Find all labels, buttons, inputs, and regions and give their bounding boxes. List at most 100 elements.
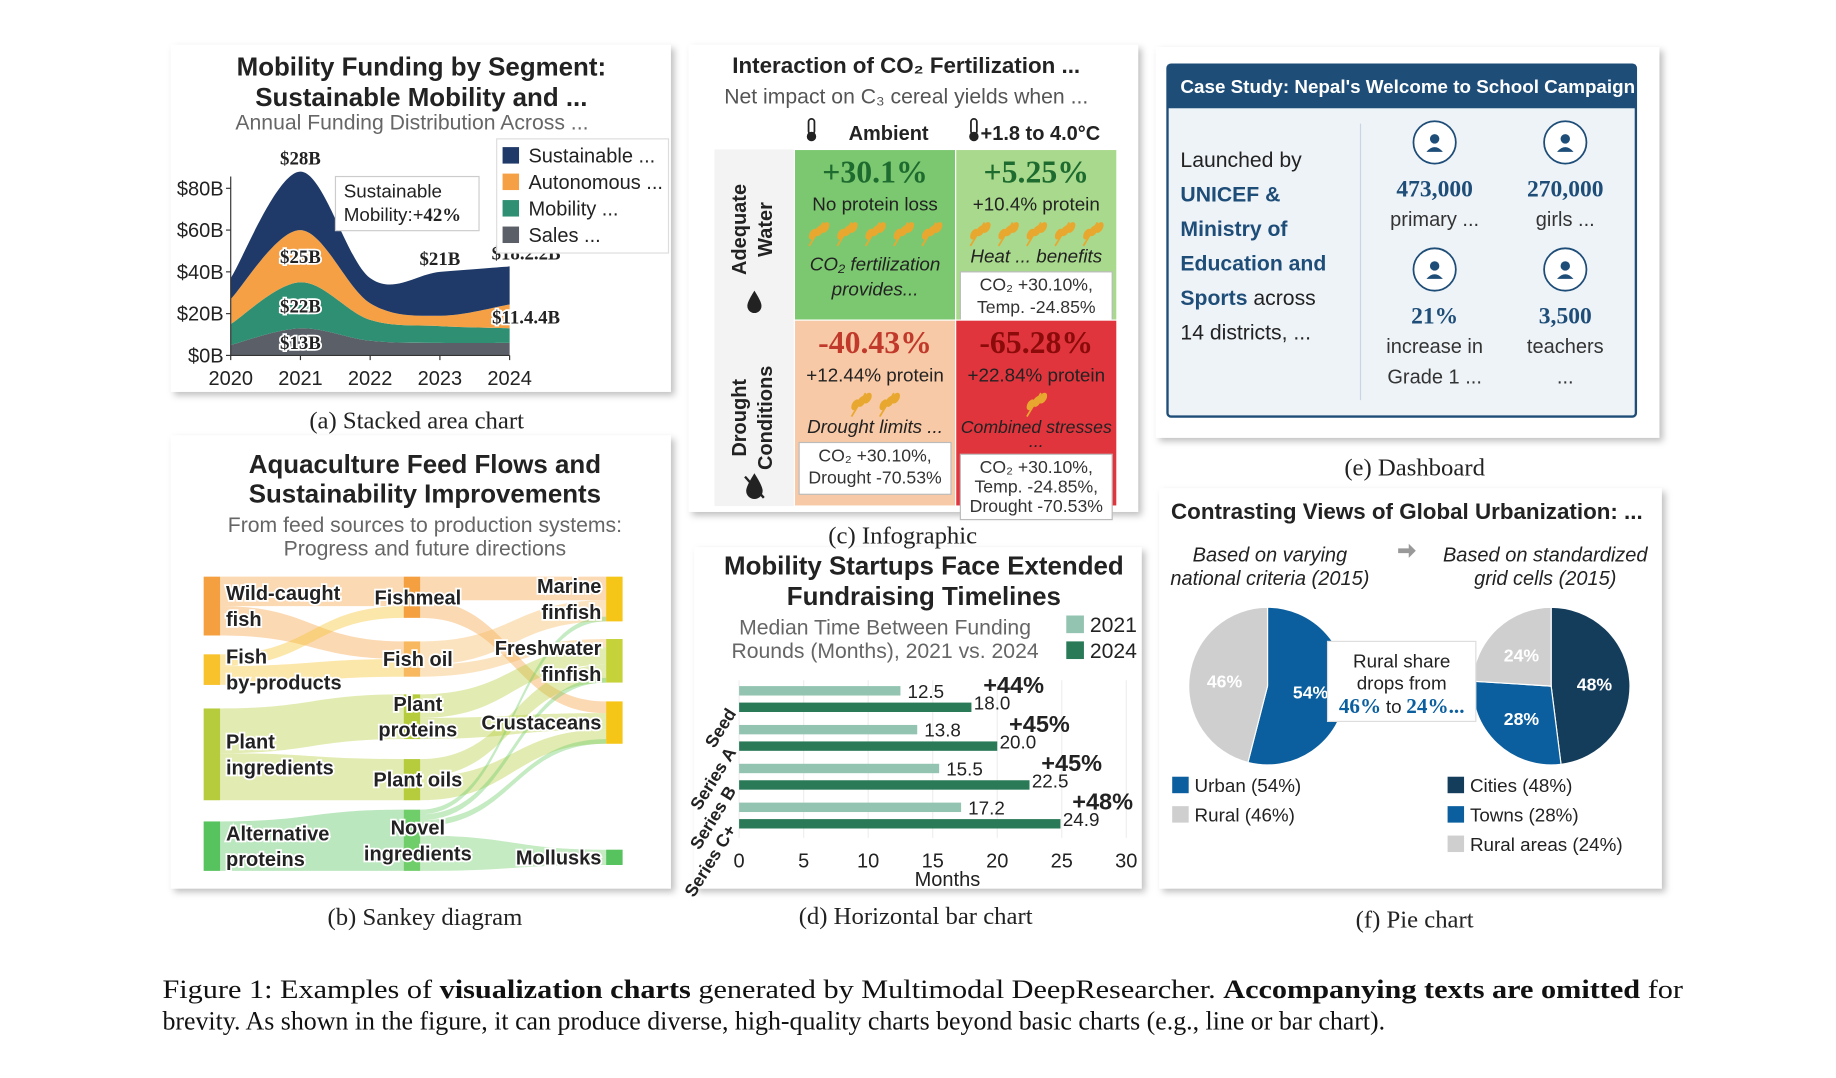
stat-value: 21%: [1411, 304, 1458, 330]
stat-icon-glyph: [1560, 261, 1570, 271]
cell-note: ...: [1029, 431, 1044, 451]
text-span: generated by Multimodal DeepResearcher.: [691, 975, 1223, 1004]
legend-label: 2021: [1090, 614, 1137, 637]
legend-label: Sales ...: [528, 225, 600, 247]
node-label: Novel: [391, 817, 445, 839]
node: [606, 576, 623, 622]
flow: [220, 606, 404, 660]
intro-line: Education and: [1180, 253, 1326, 276]
panel-caption: (c) Infographic: [828, 523, 977, 550]
data-label: 15.5: [946, 759, 983, 780]
stat-value: 473,000: [1396, 177, 1472, 203]
thermometer-bulb: [969, 131, 979, 142]
legend-swatch: [1447, 806, 1465, 823]
infographic-title: Interaction of CO₂ Fertilization ...: [732, 53, 1080, 78]
x-tick-label: 0: [734, 850, 745, 872]
text-span: Accompanying texts are omitted: [1223, 975, 1641, 1004]
legend-label: Towns (28%): [1470, 804, 1579, 825]
cell-box-line: CO₂ +30.10%,: [818, 445, 931, 465]
text-span: brevity. As shown in the figure, it can …: [162, 1007, 1385, 1036]
data-label: $21B: [420, 249, 461, 270]
stat-value: 270,000: [1527, 177, 1603, 203]
pie-subtitle: Based on varying: [1193, 544, 1348, 566]
intro-line: Sports across: [1180, 287, 1315, 310]
node: [203, 576, 221, 636]
wheat-icon: [1010, 222, 1019, 233]
diagram-subtitle: From feed sources to production systems:: [228, 514, 622, 537]
stat-label: girls ...: [1536, 209, 1595, 231]
pie-slice: [1550, 606, 1631, 765]
text-span: Sports: [1180, 287, 1247, 310]
node-label: finfish: [541, 664, 601, 686]
cell-note: provides...: [831, 278, 919, 299]
cell-box-line: Temp. -24.85%,: [975, 477, 1099, 497]
data-label: 20.0: [1000, 731, 1037, 752]
stat-value: 3,500: [1539, 304, 1592, 330]
cell-detail: +12.44% protein: [806, 364, 944, 385]
data-label: 22.5: [1032, 770, 1069, 791]
wheat-icon: [933, 222, 943, 233]
area: [230, 171, 510, 316]
cell-detail: No protein loss: [812, 194, 937, 215]
annotation: +45%: [1041, 750, 1102, 776]
cell-note: Heat ... benefits: [970, 245, 1102, 266]
text-span: visualization charts: [440, 975, 691, 1004]
wheat-icon: [1038, 392, 1048, 404]
panel-caption: (a) Stacked area chart: [309, 407, 524, 434]
data-label: $13B: [280, 333, 321, 354]
node-label: Freshwater: [495, 638, 602, 660]
data-label: 24.9: [1063, 809, 1100, 830]
node: [403, 576, 421, 618]
cell-value: +5.25%: [984, 154, 1089, 189]
chart-subtitle: Annual Funding Distribution Across ...: [235, 111, 588, 134]
legend-box: [496, 138, 670, 254]
legend-swatch: [502, 173, 520, 191]
legend-swatch: [502, 147, 520, 164]
cell-detail: +22.84% protein: [968, 364, 1106, 385]
flow: [220, 753, 404, 801]
stat-label: primary ...: [1390, 209, 1479, 231]
flow: [220, 694, 404, 754]
cell-note: Drought limits ...: [807, 416, 943, 437]
pie-subtitle: Based on standardized: [1443, 544, 1648, 566]
x-tick-label: 2021: [278, 368, 323, 390]
thermometer-bulb: [806, 131, 817, 142]
x-tick-label: 20: [986, 850, 1008, 872]
legend-label: Cities (48%): [1470, 775, 1572, 796]
intro-line: 14 districts, ...: [1180, 322, 1311, 345]
legend-swatch: [502, 200, 520, 217]
flow: [420, 639, 607, 677]
area: [230, 230, 510, 329]
text-span: Figure 1: Examples of: [162, 975, 439, 1004]
area: [230, 328, 510, 356]
node: [606, 701, 623, 744]
node-label: finfish: [541, 602, 601, 624]
x-tick-label: 5: [798, 850, 809, 872]
dashboard-header: [1167, 64, 1636, 109]
x-tick-label: 10: [857, 850, 879, 872]
chart-subtitle: Rounds (Months), 2021 vs. 2024: [731, 640, 1038, 663]
node-label: Fishmeal: [374, 587, 461, 609]
annotation: +48%: [1072, 789, 1133, 815]
wheat-stem: [878, 392, 895, 418]
wheat-icon: [863, 392, 872, 404]
cell-box-line: CO₂ +30.10%,: [980, 457, 1093, 477]
node-label: proteins: [378, 720, 457, 742]
intro-line: UNICEF &: [1180, 184, 1280, 207]
wheat-stem: [808, 221, 825, 247]
annotation-box: [334, 175, 480, 232]
pie-subtitle: national criteria (2015): [1170, 568, 1369, 590]
column-header: +1.8 to 4.0°C: [981, 123, 1101, 145]
stat-icon-glyph: [1560, 134, 1570, 144]
y-tick-label: $20B: [177, 304, 224, 326]
x-tick-label: 15: [922, 850, 944, 872]
node-label: proteins: [226, 849, 305, 871]
x-tick-label: 2023: [418, 368, 463, 390]
chart-title: Contrasting Views of Global Urbanization…: [1171, 499, 1643, 524]
infographic-subtitle: Net impact on C₃ cereal yields when ...: [724, 86, 1088, 109]
annotation: +44%: [983, 672, 1044, 698]
data-label: 18.0: [974, 693, 1011, 714]
wheat-stem: [850, 392, 867, 418]
